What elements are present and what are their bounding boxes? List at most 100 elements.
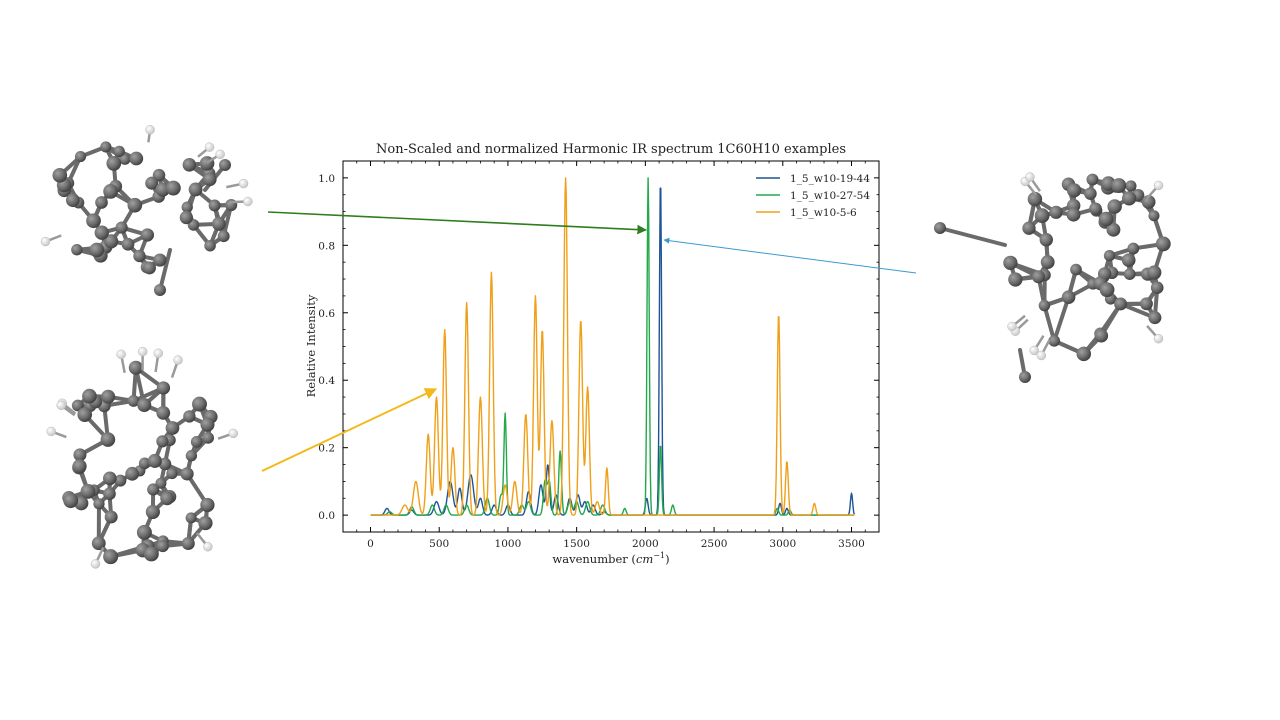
molecule-illustration-bottom-left <box>46 346 239 569</box>
hydrogen-atom <box>228 428 239 439</box>
carbon-atom <box>1086 173 1099 186</box>
y-tick-label: 0.6 <box>318 308 335 320</box>
carbon-atom <box>140 228 155 242</box>
carbon-atom <box>136 524 152 540</box>
carbon-atom <box>125 466 140 481</box>
hydrogen-atom <box>1025 172 1035 182</box>
hydrogen-atom <box>40 236 51 247</box>
carbon-atom <box>80 483 96 499</box>
arrow-bottom-left-to-orange-spectrum <box>261 388 438 472</box>
carbon-atom <box>129 151 144 166</box>
hydrogen-atom <box>243 196 253 207</box>
carbon-atom <box>156 405 171 420</box>
carbon-atom <box>1031 270 1046 284</box>
carbon-atom <box>1034 208 1050 224</box>
hydrogen-atom <box>153 348 164 359</box>
arrow-right-to-blue-peak <box>663 237 917 274</box>
carbon-atom <box>1148 210 1160 222</box>
carbon-atom <box>155 477 167 489</box>
carbon-atom <box>1140 297 1153 311</box>
carbon-atom <box>156 381 171 395</box>
carbon-atom <box>204 239 216 252</box>
x-tick-label: 3000 <box>769 538 796 550</box>
carbon-atom <box>115 221 128 234</box>
carbon-atom <box>156 435 169 448</box>
y-axis-label: Relative Intensity <box>304 294 318 397</box>
chart-title: Non-Scaled and normalized Harmonic IR sp… <box>376 142 846 157</box>
x-tick-label: 3500 <box>838 538 865 550</box>
x-axis-unit: cm <box>636 552 653 566</box>
carbon-atom <box>183 410 196 423</box>
carbon-atom <box>200 497 215 513</box>
carbon-atom <box>1150 281 1164 295</box>
carbon-atom <box>192 396 207 412</box>
carbon-atom <box>106 156 122 171</box>
carbon-atom <box>203 172 217 187</box>
carbon-atom <box>1155 236 1171 252</box>
carbon-atom <box>133 249 146 263</box>
carbon-atom <box>185 512 197 524</box>
y-tick-label: 1.0 <box>318 173 335 185</box>
y-tick-label: 0.0 <box>318 510 335 522</box>
carbon-atom <box>1121 253 1136 267</box>
carbon-atom <box>138 457 151 470</box>
carbon-atom <box>1098 211 1114 227</box>
arrow-top-left-to-green-peak <box>267 211 647 235</box>
carbon-atom <box>1022 221 1036 235</box>
hydrogen-atom <box>116 349 126 360</box>
carbon-atom <box>1107 199 1122 214</box>
carbon-atom <box>147 453 162 468</box>
carbon-atom <box>1114 297 1128 311</box>
carbon-atom <box>1066 183 1082 198</box>
carbon-atom <box>103 487 116 501</box>
bond <box>1042 303 1057 343</box>
carbon-atom <box>1039 233 1053 247</box>
carbon-atom <box>1084 187 1097 200</box>
molecule-illustration-top-left <box>40 124 253 296</box>
carbon-atom <box>190 435 203 448</box>
carbon-atom <box>1103 250 1116 262</box>
legend-label: 1_5_w10-5-6 <box>790 207 857 219</box>
carbon-atom <box>143 261 156 275</box>
carbon-atom <box>103 549 119 565</box>
carbon-atom <box>165 180 181 196</box>
hydrogen-atom <box>56 400 66 411</box>
carbon-atom <box>180 467 194 481</box>
carbon-atom <box>82 388 97 404</box>
hydrogen-atom <box>238 178 249 189</box>
carbon-atom <box>121 237 135 251</box>
x-tick-label: 1000 <box>495 538 522 550</box>
carbon-atom <box>1125 180 1137 192</box>
carbon-atom <box>1027 191 1043 207</box>
carbon-atom <box>211 216 226 231</box>
carbon-atom <box>200 417 215 432</box>
carbon-atom <box>1111 178 1127 194</box>
carbon-atom <box>104 234 119 249</box>
x-axis-label-text: wavenumber <box>552 552 628 566</box>
carbon-atom <box>1094 328 1109 343</box>
carbon-atom <box>1089 202 1102 216</box>
y-tick-label: 0.4 <box>318 375 335 387</box>
carbon-atom <box>100 432 116 447</box>
bond <box>938 226 1007 247</box>
carbon-atom <box>934 222 946 234</box>
hydrogen-atom <box>203 541 213 552</box>
hydrogen-atom <box>1153 180 1164 191</box>
carbon-atom <box>127 197 143 213</box>
carbon-atom <box>181 536 195 551</box>
carbon-atom <box>1148 311 1162 325</box>
series-lines <box>370 177 855 516</box>
x-axis-unit-exponent: −1 <box>653 551 665 560</box>
x-tick-label: 500 <box>429 538 449 550</box>
bond <box>1052 295 1071 343</box>
carbon-atom <box>113 145 125 157</box>
carbon-atom <box>1147 265 1162 280</box>
carbon-atom <box>65 193 80 208</box>
molecule-illustration-right <box>934 172 1171 383</box>
hydrogen-atom <box>1029 345 1039 356</box>
carbon-atom <box>1008 272 1023 287</box>
carbon-atom <box>154 284 166 296</box>
carbon-atom <box>74 151 87 163</box>
carbon-atom <box>219 159 231 171</box>
carbon-atom <box>1127 242 1140 255</box>
